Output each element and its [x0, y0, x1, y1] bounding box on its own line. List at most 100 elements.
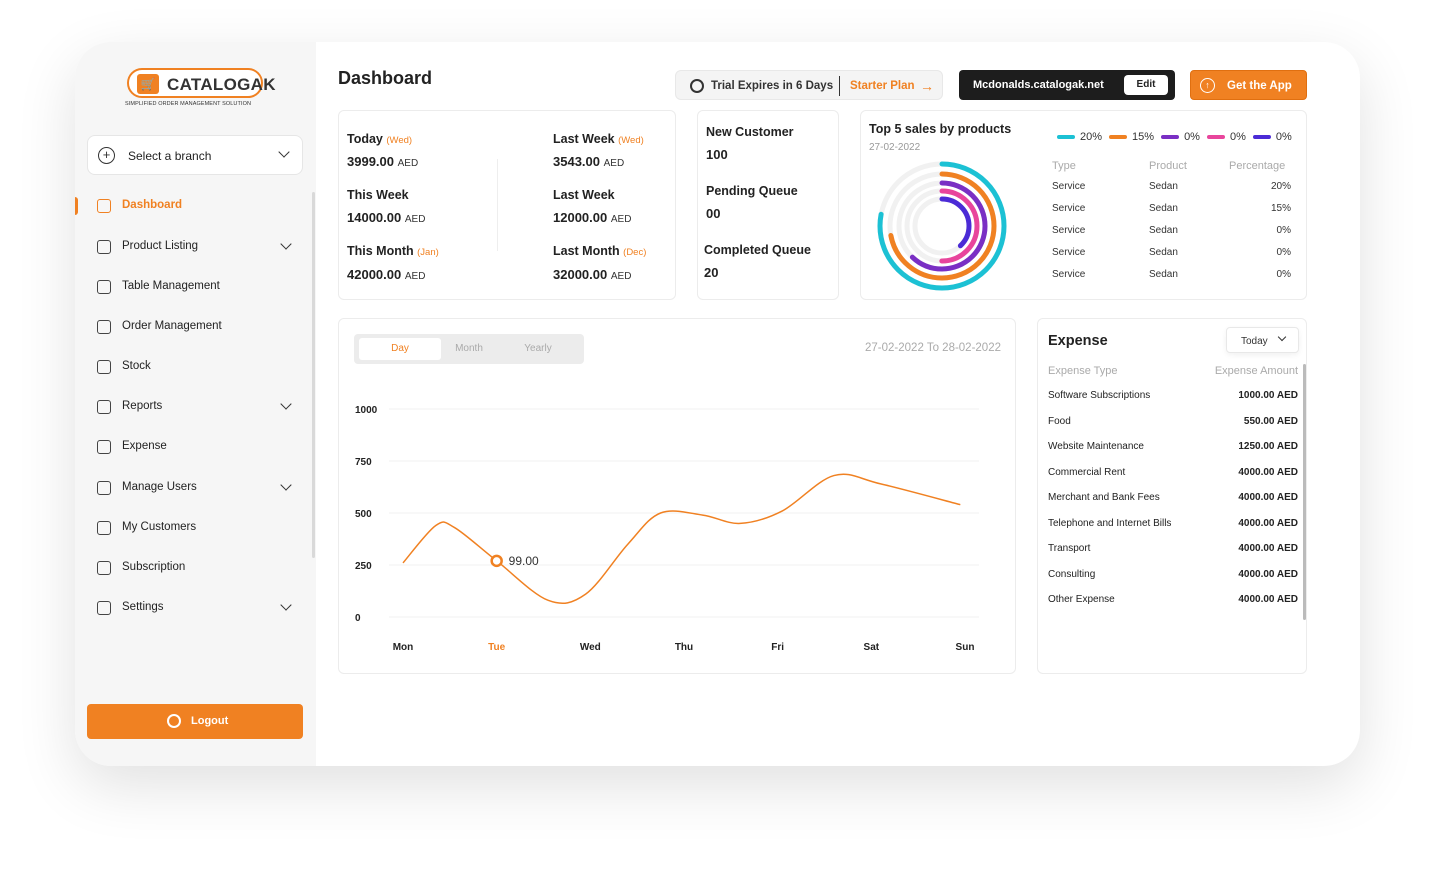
expense-scrollbar[interactable] [1303, 364, 1306, 620]
x-tick-label: Thu [675, 642, 693, 653]
ring-arc [877, 161, 1007, 291]
pending-queue-value: 00 [706, 206, 721, 221]
trial-banner: Trial Expires in 6 Days Starter Plan → [675, 70, 943, 100]
tab-day[interactable]: Day [359, 338, 441, 360]
expense-amount: 4000.00 AED [1238, 568, 1298, 580]
legend-swatch [1206, 135, 1225, 139]
legend-item: 0% [1206, 130, 1246, 144]
col-percentage-header: Percentage [1229, 160, 1286, 172]
legend-item: 0% [1161, 130, 1200, 144]
starter-plan-link[interactable]: Starter Plan [850, 80, 915, 92]
sidebar-item-table-management[interactable]: Table Management [75, 269, 316, 305]
sidebar-item-reports[interactable]: Reports [75, 389, 316, 425]
sidebar-item-manage-users[interactable]: Manage Users [75, 470, 316, 506]
chevron-down-icon[interactable] [280, 599, 292, 611]
col-type-header: Type [1052, 160, 1076, 172]
expense-type: Telephone and Internet Bills [1048, 517, 1172, 529]
series-line [402, 473, 961, 605]
x-tick-label: Fri [771, 642, 784, 653]
sidebar-item-expense[interactable]: Expense [75, 429, 316, 465]
edit-domain-button[interactable]: Edit [1124, 75, 1168, 95]
today-label: Today (Wed) [347, 132, 413, 146]
legend-label: 15% [1132, 131, 1155, 143]
top5-cell-type: Service [1052, 181, 1086, 192]
y-tick-label: 250 [355, 561, 372, 572]
chevron-down-icon [1277, 332, 1287, 342]
brand-name: CATALOGAK [167, 75, 276, 94]
grid-icon [97, 199, 111, 213]
top5-products-card: Top 5 sales by products 27-02-2022 20% 15… [860, 110, 1307, 300]
expense-amount: 1250.00 AED [1238, 441, 1298, 452]
domain-box: Mcdonalds.catalogak.net Edit [959, 70, 1175, 100]
cart-icon: 🛒 [137, 74, 159, 94]
sidebar-item-subscription[interactable]: Subscription [75, 550, 316, 586]
get-app-button[interactable]: ↑ Get the App [1190, 70, 1307, 100]
legend-item: 15% [1109, 130, 1154, 144]
top5-title: Top 5 sales by products [869, 122, 1012, 136]
expense-amount: 1000.00 AED [1238, 390, 1298, 401]
branch-select[interactable]: + Select a branch [87, 135, 303, 175]
sales-chart-card: Day Month Yearly 27-02-2022 To 28-02-202… [338, 318, 1016, 674]
expense-amount: 4000.00 AED [1238, 517, 1298, 529]
legend-item: 20% [1057, 130, 1102, 144]
sidebar-item-label: Dashboard [122, 199, 183, 211]
chevron-down-icon[interactable] [280, 238, 292, 250]
this-month-label: This Month (Jan) [347, 244, 439, 258]
brand-logo[interactable]: 🛒 CATALOGAK SIMPLIFIED ORDER MANAGEMENT … [125, 68, 275, 110]
period-tabs: Day Month Yearly [354, 334, 584, 364]
sidebar-item-label: Manage Users [122, 481, 197, 493]
get-app-label: Get the App [1227, 80, 1292, 92]
chevron-down-icon[interactable] [280, 398, 292, 410]
sidebar-scrollbar[interactable] [312, 192, 315, 558]
sidebar-item-settings[interactable]: Settings [75, 590, 316, 626]
y-tick-label: 1000 [355, 405, 378, 416]
arrow-right-icon[interactable]: → [920, 78, 934, 94]
top5-cell-type: Service [1052, 203, 1086, 214]
sidebar: 🛒 CATALOGAK SIMPLIFIED ORDER MANAGEMENT … [75, 42, 316, 766]
col-product-header: Product [1149, 160, 1187, 172]
sidebar-item-product-listing[interactable]: Product Listing [75, 229, 316, 265]
logout-button[interactable]: Logout [87, 704, 303, 739]
branch-select-label: Select a branch [128, 149, 212, 163]
new-customer-label: New Customer [706, 125, 794, 139]
expense-period-dropdown[interactable]: Today [1226, 327, 1299, 353]
legend-label: 0% [1275, 131, 1292, 143]
queue-card: New Customer 100 Pending Queue 00 Comple… [697, 110, 839, 300]
brand-tagline: SIMPLIFIED ORDER MANAGEMENT SOLUTION [125, 101, 252, 107]
plus-circle-icon: + [98, 147, 115, 164]
active-indicator [75, 197, 78, 215]
trial-text: Trial Expires in 6 Days [711, 80, 834, 92]
expense-type: Software Subscriptions [1048, 390, 1151, 401]
sidebar-item-label: My Customers [122, 521, 197, 533]
divider [497, 159, 498, 251]
last-month-label: Last Month (Dec) [553, 244, 647, 258]
logout-icon [167, 714, 181, 728]
expense-icon [97, 440, 111, 454]
legend-label: 20% [1080, 131, 1103, 143]
top5-cell-percentage: 0% [1276, 225, 1291, 236]
expense-type: Website Maintenance [1048, 441, 1144, 452]
tab-yearly[interactable]: Yearly [524, 343, 552, 354]
x-tick-label: Sat [864, 642, 880, 653]
sidebar-item-label: Product Listing [122, 240, 199, 252]
sidebar-item-order-management[interactable]: Order Management [75, 309, 316, 345]
chevron-down-icon[interactable] [280, 479, 292, 491]
top5-cell-percentage: 15% [1270, 203, 1291, 214]
sidebar-item-label: Table Management [122, 280, 220, 292]
highlight-point[interactable] [490, 554, 503, 568]
y-tick-label: 750 [355, 457, 372, 468]
tab-month[interactable]: Month [455, 343, 483, 354]
sidebar-item-stock[interactable]: Stock [75, 349, 316, 385]
sidebar-item-dashboard[interactable]: Dashboard [75, 188, 316, 224]
divider [839, 76, 840, 96]
sidebar-item-label: Stock [122, 360, 151, 372]
last-week-wed-label: Last Week (Wed) [553, 132, 644, 146]
sidebar-item-label: Reports [122, 400, 163, 412]
gear-icon [97, 601, 111, 615]
sidebar-item-my-customers[interactable]: My Customers [75, 510, 316, 546]
ring-arc [912, 196, 972, 256]
x-tick-label: Sun [956, 642, 975, 653]
top5-date: 27-02-2022 [869, 142, 921, 153]
completed-queue-label: Completed Queue [704, 243, 811, 257]
this-month-value: 42000.00 AED [347, 267, 426, 282]
